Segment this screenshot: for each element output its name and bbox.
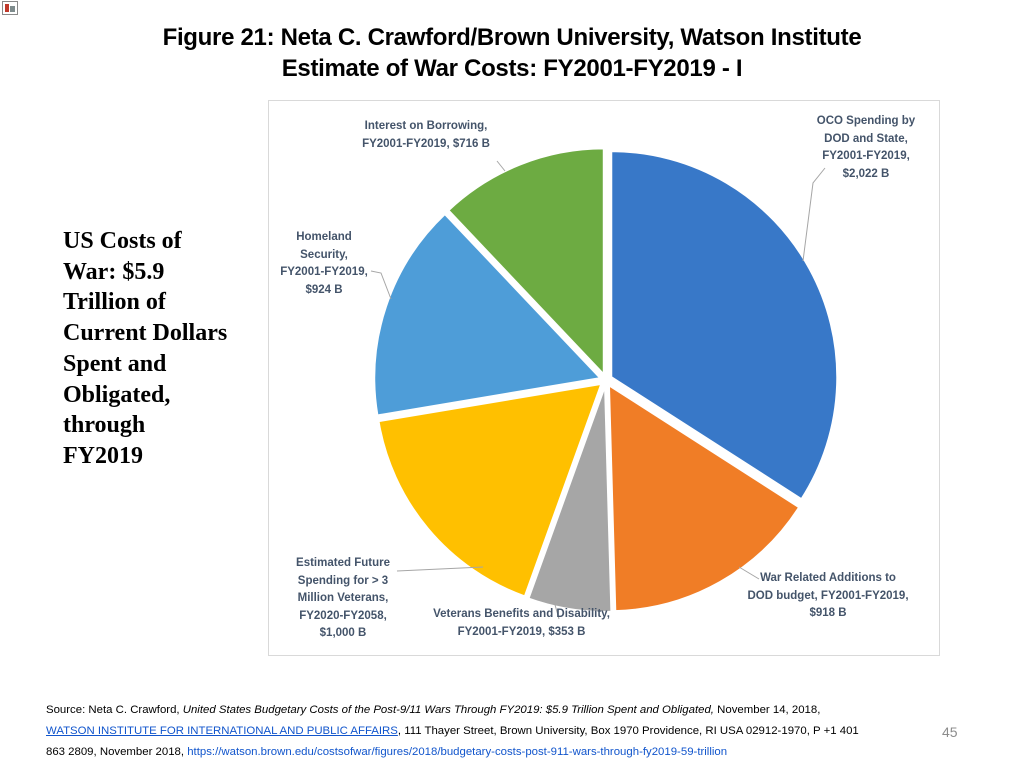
pie-slice-homeland-security bbox=[373, 212, 603, 417]
pie-slice-interest bbox=[446, 147, 605, 377]
source-line-3: 863 2809, November 2018, https://watson.… bbox=[46, 742, 966, 763]
pie-slice-oco bbox=[610, 150, 839, 501]
watson-institute-link[interactable]: WATSON INSTITUTE FOR INTERNATIONAL AND P… bbox=[46, 725, 398, 737]
leader-line-interest bbox=[496, 160, 506, 172]
source-prefix: Source: Neta C. Crawford, bbox=[46, 704, 183, 716]
pie-slice-war-additions bbox=[607, 383, 801, 613]
source-report-title: United States Budgetary Costs of the Pos… bbox=[182, 704, 714, 716]
source-line-2: WATSON INSTITUTE FOR INTERNATIONAL AND P… bbox=[46, 721, 966, 742]
leader-line-veterans-benefits bbox=[544, 568, 560, 620]
title-line-2: Estimate of War Costs: FY2001-FY2019 - I bbox=[281, 55, 743, 82]
pie-chart bbox=[370, 147, 839, 620]
leader-line-war-additions bbox=[738, 566, 760, 580]
pie-chart-frame: OCO Spending by DOD and State, FY2001-FY… bbox=[268, 100, 940, 656]
slice-label-homeland-security: Homeland Security, FY2001-FY2019, $924 B bbox=[280, 231, 368, 296]
side-summary-text: US Costs of War: $5.9 Trillion of Curren… bbox=[63, 228, 228, 469]
source-url-link[interactable]: https://watson.brown.edu/costsofwar/figu… bbox=[187, 746, 728, 758]
source-line-1: Source: Neta C. Crawford, United States … bbox=[46, 700, 966, 721]
slice-label-veterans-benefits: Veterans Benefits and Disability, FY2001… bbox=[433, 608, 610, 638]
pie-slice-veterans-benefits bbox=[527, 385, 613, 613]
source-date: November 14, 2018, bbox=[713, 704, 821, 716]
source-phone-date: 863 2809, November 2018, bbox=[46, 746, 188, 758]
page-number: 45 bbox=[942, 724, 958, 740]
leader-line-oco bbox=[802, 167, 826, 262]
picture-icon bbox=[2, 1, 18, 15]
source-address: , 111 Thayer Street, Brown University, B… bbox=[397, 725, 859, 737]
leader-line-future-veterans bbox=[396, 566, 484, 572]
leader-line-homeland-security bbox=[370, 270, 392, 300]
pie-slice-future-veterans bbox=[377, 382, 603, 598]
page-title: Figure 21: Neta C. Crawford/Brown Univer… bbox=[0, 22, 1024, 84]
source-citation: Source: Neta C. Crawford, United States … bbox=[46, 700, 966, 763]
slice-label-war-additions: War Related Additions to DOD budget, FY2… bbox=[747, 572, 909, 619]
slice-label-interest: Interest on Borrowing, FY2001-FY2019, $7… bbox=[362, 120, 490, 150]
title-line-1: Figure 21: Neta C. Crawford/Brown Univer… bbox=[162, 24, 862, 51]
slice-label-future-veterans: Estimated Future Spending for > 3 Millio… bbox=[296, 557, 390, 639]
slice-label-oco: OCO Spending by DOD and State, FY2001-FY… bbox=[816, 115, 916, 180]
